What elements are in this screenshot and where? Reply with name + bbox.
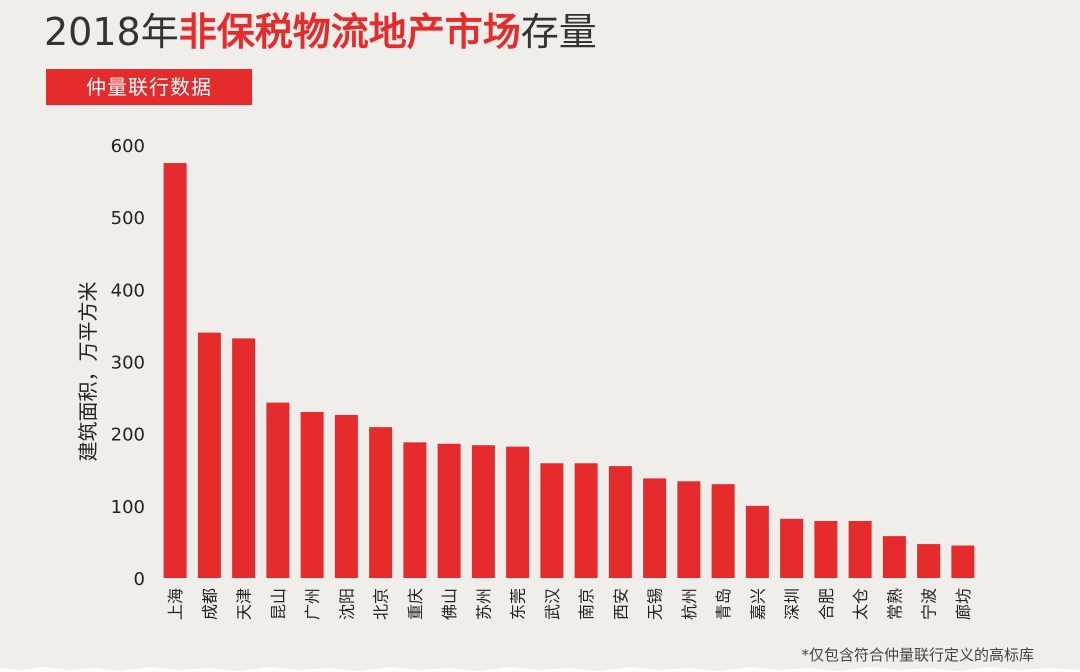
x-tick-label: 无锡	[646, 588, 665, 620]
bar-5	[300, 412, 324, 578]
bar-12	[540, 463, 564, 578]
x-tick-label: 沈阳	[337, 588, 356, 620]
y-tick-label: 100	[111, 497, 145, 518]
chart-title: 2018年非保税物流地产市场存量	[44, 6, 597, 58]
bar-14	[608, 466, 632, 578]
y-tick-label: 400	[111, 280, 145, 301]
bar-22	[882, 536, 906, 578]
x-tick-label: 南京	[577, 588, 596, 620]
bar-17	[711, 484, 735, 578]
x-tick-label: 昆山	[269, 588, 288, 620]
bar-21	[848, 520, 872, 578]
x-tick-label: 廊坊	[954, 588, 973, 620]
torn-paper-edge	[0, 667, 1080, 672]
bar-8	[403, 442, 427, 578]
y-tick-label: 500	[111, 208, 145, 229]
bar-2	[197, 332, 221, 578]
y-axis-label: 建筑面积，万平方米	[76, 282, 100, 462]
source-badge: 仲量联行数据	[46, 69, 252, 105]
bar-13	[574, 463, 598, 578]
bar-4	[266, 402, 290, 578]
x-tick-label: 深圳	[783, 588, 802, 620]
title-highlight: 非保税物流地产市场	[178, 10, 521, 54]
title-prefix: 2018年	[44, 10, 179, 54]
x-tick-label: 成都	[200, 588, 219, 620]
title-suffix: 存量	[520, 10, 597, 54]
bar-19	[780, 518, 804, 578]
bar-10	[471, 445, 495, 578]
bar-16	[677, 481, 701, 578]
footnote: *仅包含符合仲量联行定义的高标库	[801, 646, 1034, 664]
y-tick-label: 600	[111, 136, 145, 157]
bar-1	[163, 163, 187, 578]
y-tick-label: 300	[111, 353, 145, 374]
bar-7	[369, 427, 393, 578]
bar-11	[506, 446, 530, 578]
x-tick-label: 北京	[372, 588, 391, 620]
x-tick-label: 重庆	[406, 588, 425, 620]
bar-9	[437, 443, 461, 578]
bar-6	[334, 414, 358, 578]
x-tick-label: 杭州	[680, 588, 699, 620]
x-tick-label: 嘉兴	[748, 588, 767, 620]
bar-3	[232, 338, 256, 578]
y-tick-label: 200	[111, 425, 145, 446]
x-tick-label: 宁波	[920, 588, 939, 620]
bar-15	[643, 478, 667, 578]
bar-20	[814, 520, 838, 578]
x-tick-label: 苏州	[474, 588, 493, 620]
bar-18	[745, 505, 769, 578]
bar-24	[951, 545, 975, 578]
x-tick-label: 常熟	[885, 588, 904, 620]
x-tick-label: 青岛	[714, 588, 733, 620]
x-tick-label: 广州	[303, 588, 322, 620]
x-tick-label: 天津	[235, 588, 254, 620]
x-tick-label: 东莞	[509, 588, 528, 620]
x-tick-label: 武汉	[543, 588, 562, 620]
x-tick-label: 合肥	[817, 588, 836, 620]
x-tick-label: 上海	[166, 588, 185, 620]
x-tick-label: 西安	[611, 588, 630, 620]
y-tick-label: 0	[134, 569, 145, 590]
x-tick-label: 佛山	[440, 588, 459, 620]
x-tick-label: 太仓	[851, 588, 870, 620]
bar-23	[917, 544, 941, 578]
